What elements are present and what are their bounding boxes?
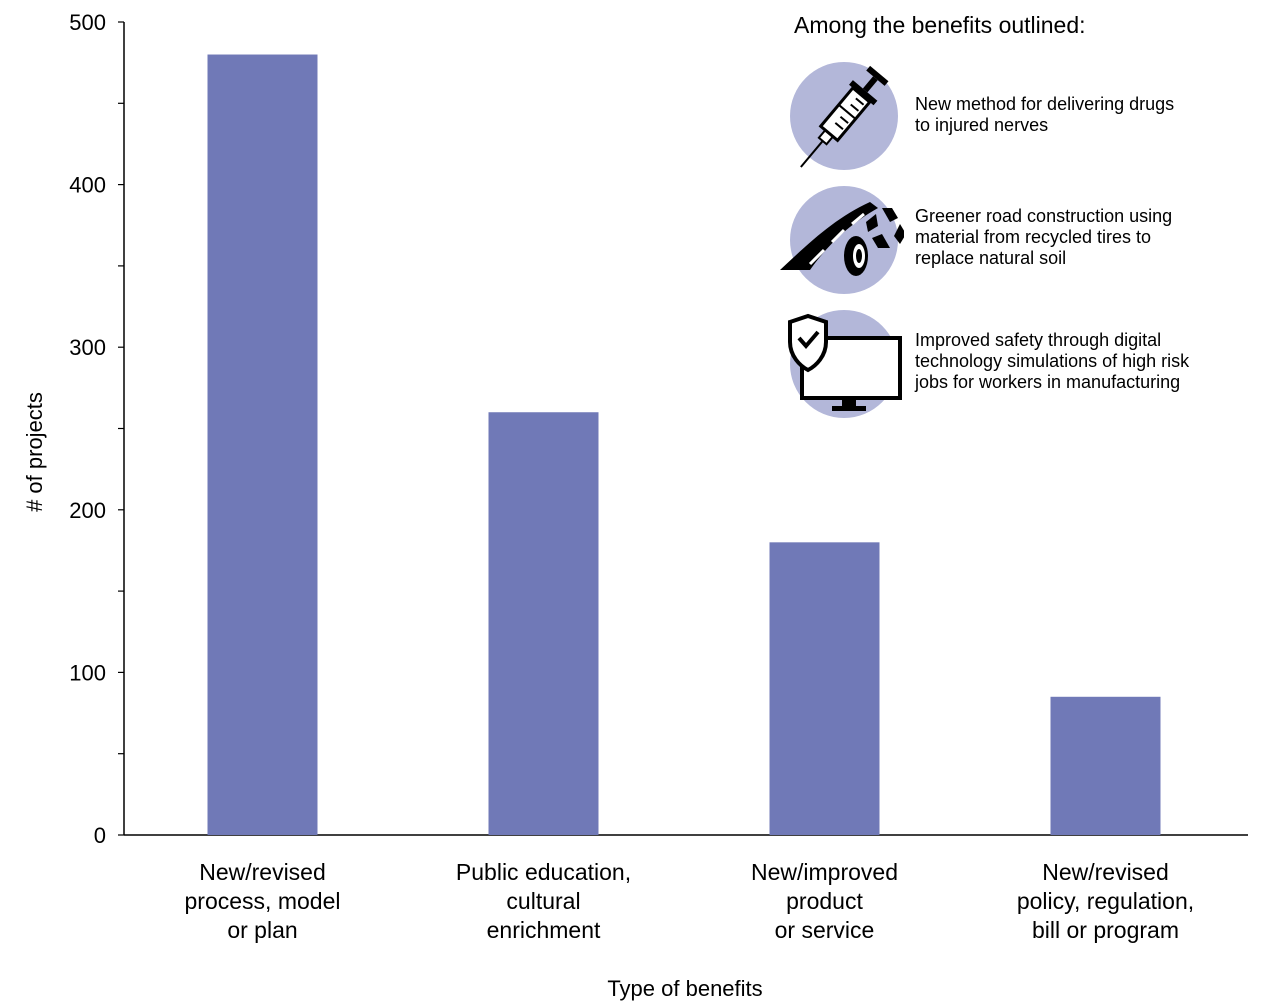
y-tick-label: 500: [69, 10, 106, 35]
benefit-item-drugs: New method for delivering drugs to injur…: [780, 60, 1260, 172]
bar: [1050, 696, 1161, 835]
y-tick-label: 300: [69, 335, 106, 360]
benefits-inset: Among the benefits outlined: New method …: [770, 8, 1260, 428]
x-axis-title: Type of benefits: [607, 976, 762, 1001]
x-category-label: New/revised process, model or plan: [185, 859, 341, 943]
y-tick-label: 0: [94, 823, 106, 848]
bar: [488, 412, 599, 835]
y-axis-title: # of projects: [22, 392, 47, 512]
shield-monitor-icon: [788, 310, 902, 418]
inset-title: Among the benefits outlined:: [794, 12, 1086, 38]
x-axis-category-labels: New/revised process, model or plan Public e…: [185, 859, 1195, 943]
bar: [769, 542, 880, 835]
bar: [207, 54, 318, 835]
bars: [207, 54, 1161, 835]
road-tire-recycle-icon: [780, 186, 904, 294]
y-axis-ticks: 0 100 200 300 400 500: [69, 10, 124, 848]
y-tick-label: 100: [69, 660, 106, 685]
benefit-text-road: Greener road construction using material…: [915, 206, 1173, 268]
x-category-label: Public education, cultural enrichment: [456, 859, 631, 943]
benefit-text-drugs: New method for delivering drugs to injur…: [915, 94, 1175, 135]
y-tick-label: 400: [69, 173, 106, 198]
benefit-item-safety: Improved safety through digital technolo…: [780, 308, 1260, 420]
benefit-text-safety: Improved safety through digital technolo…: [915, 330, 1190, 392]
syringe-icon: [790, 62, 898, 170]
benefit-item-road: Greener road construction using material…: [780, 184, 1260, 296]
y-tick-label: 200: [69, 498, 106, 523]
x-category-label: New/improved product or service: [751, 859, 898, 943]
x-category-label: New/revised policy, regulation, bill or pr…: [1017, 859, 1194, 943]
